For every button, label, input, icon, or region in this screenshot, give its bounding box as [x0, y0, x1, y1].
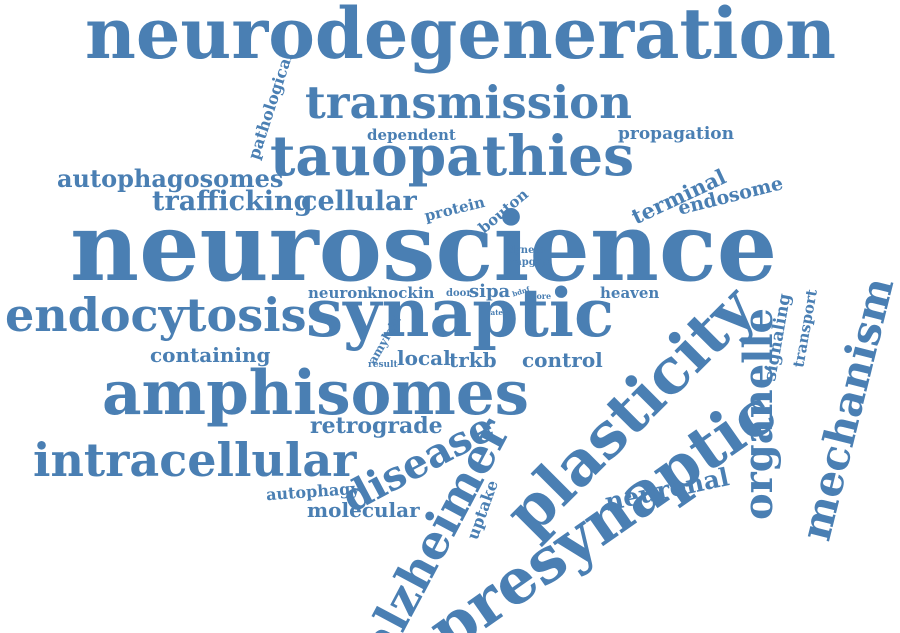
- word-molecular: molecular: [307, 498, 420, 522]
- word-intracellular: intracellular: [33, 433, 357, 487]
- word-retrograde: retrograde: [310, 413, 443, 439]
- word-autophagosomes: autophagosomes: [57, 164, 284, 193]
- word-transport: transport: [789, 287, 821, 369]
- word-neuron: neuron: [308, 284, 369, 302]
- word-more: more: [528, 291, 552, 301]
- word-signaling: signaling: [760, 292, 796, 383]
- word-knockin: knockin: [367, 284, 435, 302]
- word-propagation: propagation: [618, 124, 734, 144]
- word-tauopathies: tauopathies: [270, 123, 635, 188]
- word-door: door: [446, 288, 472, 299]
- word-neuroscience: neuroscience: [70, 192, 778, 303]
- word-heaven: heaven: [600, 284, 660, 302]
- word-late: late: [488, 308, 503, 317]
- word-transmission: transmission: [305, 76, 632, 129]
- word-endocytosis: endocytosis: [5, 288, 307, 342]
- word-sipa: sipa: [469, 281, 511, 302]
- word-trafficking: trafficking: [152, 186, 313, 217]
- word-control: control: [522, 348, 603, 372]
- word-synaptic: synaptic: [306, 274, 615, 352]
- word-cellular: cellular: [301, 186, 417, 217]
- word-amphisomes: amphisomes: [102, 358, 529, 429]
- word-dependent: dependent: [367, 126, 456, 144]
- word-rapgap: rapgap: [510, 257, 550, 268]
- word-containing: containing: [150, 343, 271, 367]
- word-trkb: trkb: [449, 348, 497, 372]
- word-dynein: dynein: [508, 245, 546, 256]
- word-result: result: [368, 360, 398, 370]
- word-local: local: [397, 346, 451, 370]
- word-neurodegeneration: neurodegeneration: [85, 0, 837, 75]
